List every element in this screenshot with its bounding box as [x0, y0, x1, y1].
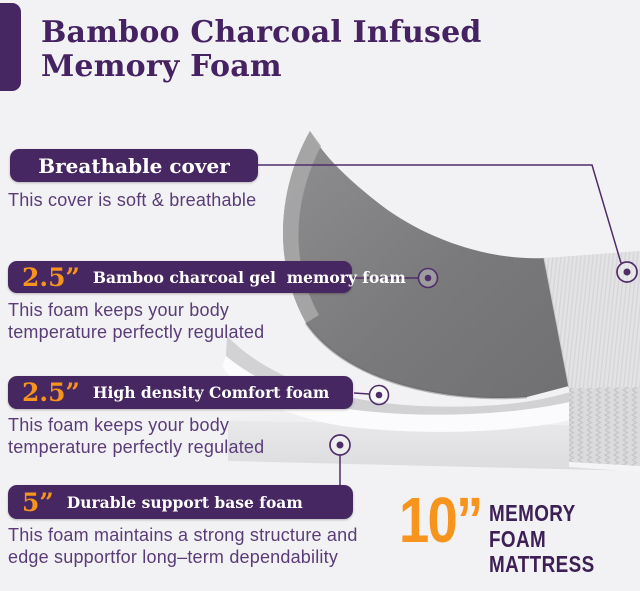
title-accent-bar — [0, 3, 21, 91]
base-foam-description-line-2: edge supportfor long–term dependability — [8, 546, 339, 567]
base-foam-description-line-1: This foam maintains a strong structure a… — [8, 525, 358, 545]
base-foam-pill: 5” Durable support base foam — [8, 485, 353, 519]
comfort-foam-label: High density Comfort foam — [92, 383, 330, 402]
comfort-foam-description-line-2: temperature perfectly regulated — [8, 436, 265, 457]
cover-connector-line — [258, 164, 622, 264]
base-foam-description: This foam maintains a strong structure a… — [8, 525, 358, 568]
title-line-2: Memory Foam — [41, 49, 282, 84]
cover-marker-icon — [616, 261, 638, 283]
comfort-foam-description-line-1: This foam keeps your body — [8, 415, 230, 435]
memory-foam-marker-icon — [417, 267, 439, 289]
memory-foam-label: Bamboo charcoal gel memory foam — [92, 267, 406, 287]
breathable-cover-description: This cover is soft & breathable — [8, 190, 256, 212]
mattress-total-thickness: 10” — [399, 484, 483, 556]
comfort-foam-pill: 2.5” High density Comfort foam — [8, 376, 353, 409]
memory-foam-description-line-1: This foam keeps your body — [8, 300, 230, 320]
comfort-foam-marker-icon — [368, 384, 390, 406]
mattress-badge-line-1: MEMORY FOAM — [489, 500, 576, 552]
page-title: Bamboo Charcoal Infused Memory Foam — [41, 16, 482, 84]
memory-foam-pill: 2.5” Bamboo charcoal gel memory foam — [8, 261, 406, 293]
comfort-foam-description: This foam keeps your body temperature pe… — [8, 415, 264, 458]
breathable-cover-layer — [543, 251, 640, 472]
breathable-cover-label: Breathable cover — [38, 153, 230, 178]
memory-foam-description: This foam keeps your body temperature pe… — [8, 300, 264, 343]
connector-lines — [258, 164, 622, 486]
target-markers — [329, 261, 638, 456]
base-foam-marker-icon — [329, 434, 351, 456]
comfort-foam-thickness: 2.5” — [22, 378, 80, 407]
title-line-1: Bamboo Charcoal Infused — [41, 15, 482, 50]
mattress-badge-line-2: MATTRESS — [489, 551, 595, 577]
memory-foam-thickness: 2.5” — [22, 262, 80, 292]
breathable-cover-description-line: This cover is soft & breathable — [8, 190, 257, 210]
memory-foam-description-line-2: temperature perfectly regulated — [8, 321, 265, 342]
base-foam-thickness: 5” — [22, 487, 54, 517]
comfort-foam-connector-line — [353, 392, 370, 395]
base-foam-label: Durable support base foam — [66, 492, 303, 512]
mattress-badge-text: MEMORY FOAM MATTRESS — [489, 500, 613, 578]
breathable-cover-pill: Breathable cover — [10, 149, 258, 182]
